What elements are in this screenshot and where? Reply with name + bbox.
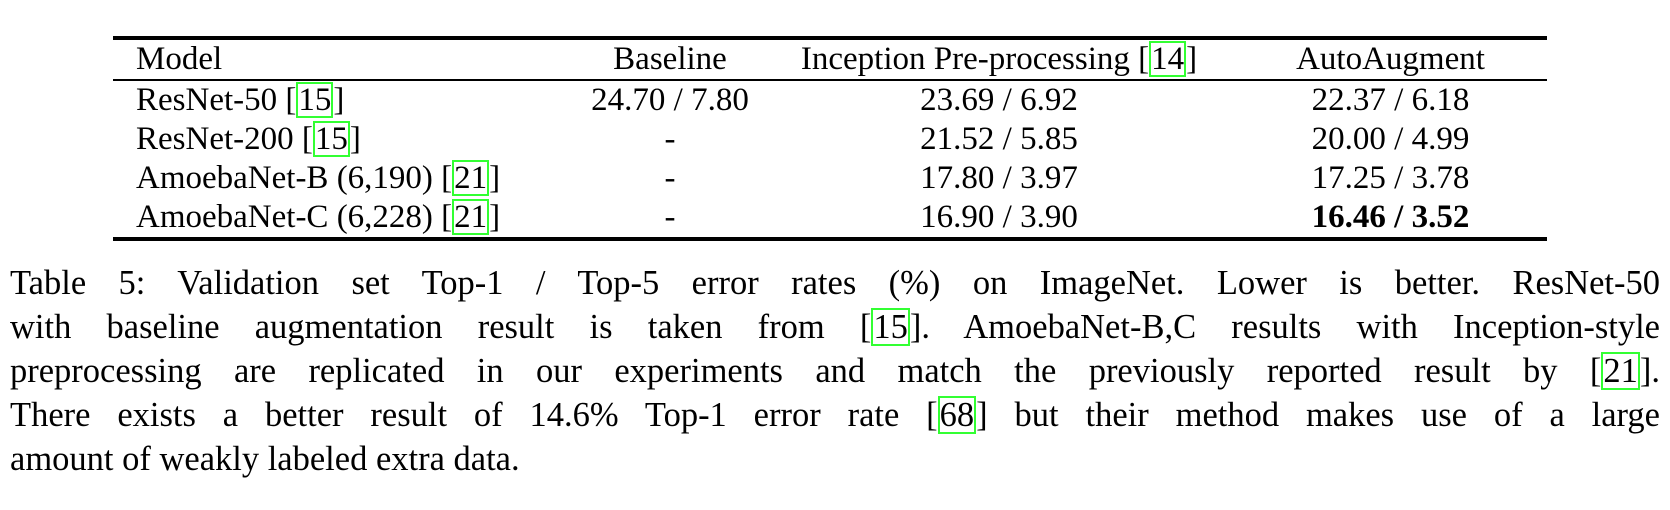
table-row: AmoebaNet-B (6,190) [21] - 17.80 / 3.97 … — [113, 159, 1547, 198]
caption-text: ] but their method makes use of a large — [976, 396, 1660, 434]
inception-cell: 17.80 / 3.97 — [920, 160, 1078, 196]
citation-link[interactable]: 21 — [1601, 352, 1640, 390]
model-cell: AmoebaNet-C (6,228) [21] — [136, 199, 501, 235]
model-cell: ResNet-200 [15] — [136, 121, 361, 157]
caption-line: with baseline augmentation result is tak… — [10, 305, 1660, 349]
header-model: Model — [136, 41, 223, 77]
header-inception: Inception Pre-processing [14] — [800, 41, 1198, 77]
table-row: ResNet-50 [15] 24.70 / 7.80 23.69 / 6.92… — [113, 80, 1547, 120]
table-body: ResNet-50 [15] 24.70 / 7.80 23.69 / 6.92… — [113, 80, 1547, 239]
results-table-container: Model Baseline Inception Pre-processing … — [113, 36, 1547, 241]
inception-cell: 23.69 / 6.92 — [920, 82, 1078, 118]
model-cell: ResNet-50 [15] — [136, 82, 345, 118]
caption-text: preprocessing are replicated in our expe… — [10, 352, 1602, 390]
table-row: ResNet-200 [15] - 21.52 / 5.85 20.00 / 4… — [113, 120, 1547, 159]
header-autoaugment: AutoAugment — [1296, 41, 1485, 77]
autoaugment-cell: 22.37 / 6.18 — [1311, 82, 1470, 118]
header-inception-label: Inception Pre-processing — [800, 41, 1130, 77]
caption-line: There exists a better result of 14.6% To… — [10, 393, 1660, 437]
model-name: ResNet-50 — [136, 82, 278, 118]
model-cell: AmoebaNet-B (6,190) [21] — [136, 160, 501, 196]
results-table: Model Baseline Inception Pre-processing … — [113, 36, 1547, 241]
header-row: Model Baseline Inception Pre-processing … — [113, 38, 1547, 80]
table-header: Model Baseline Inception Pre-processing … — [113, 38, 1547, 80]
citation-link[interactable]: 68 — [937, 396, 977, 434]
baseline-cell: - — [664, 121, 676, 157]
caption-text: with baseline augmentation result is tak… — [10, 308, 872, 346]
baseline-cell: 24.70 / 7.80 — [591, 82, 749, 118]
autoaugment-cell: 17.25 / 3.78 — [1311, 160, 1470, 196]
citation-link[interactable]: 15 — [871, 308, 910, 346]
citation-link[interactable]: 21 — [452, 199, 490, 235]
autoaugment-cell-best: 16.46 / 3.52 — [1311, 199, 1470, 235]
caption-line: Table 5: Validation set Top-1 / Top-5 er… — [10, 264, 1660, 302]
caption-line: preprocessing are replicated in our expe… — [10, 349, 1660, 393]
citation-link[interactable]: 15 — [312, 121, 350, 157]
baseline-cell: - — [664, 160, 676, 196]
model-name: AmoebaNet-C (6,228) — [136, 199, 433, 235]
table-row: AmoebaNet-C (6,228) [21] - 16.90 / 3.90 … — [113, 198, 1547, 239]
caption-text: ]. AmoebaNet-B,C results with Inception-… — [909, 308, 1660, 346]
caption-text: ]. — [1639, 352, 1660, 390]
model-name: ResNet-200 — [136, 121, 294, 157]
caption-line: amount of weakly labeled extra data. — [10, 440, 520, 478]
caption-text: There exists a better result of 14.6% To… — [10, 396, 938, 434]
table-caption: Table 5: Validation set Top-1 / Top-5 er… — [10, 261, 1660, 481]
header-baseline: Baseline — [613, 41, 727, 77]
citation-link[interactable]: 14 — [1149, 41, 1187, 77]
baseline-cell: - — [664, 199, 676, 235]
inception-cell: 21.52 / 5.85 — [920, 121, 1078, 157]
inception-cell: 16.90 / 3.90 — [920, 199, 1078, 235]
citation-link[interactable]: 15 — [296, 82, 334, 118]
model-name: AmoebaNet-B (6,190) — [136, 160, 433, 196]
citation-link[interactable]: 21 — [452, 160, 490, 196]
autoaugment-cell: 20.00 / 4.99 — [1311, 121, 1470, 157]
